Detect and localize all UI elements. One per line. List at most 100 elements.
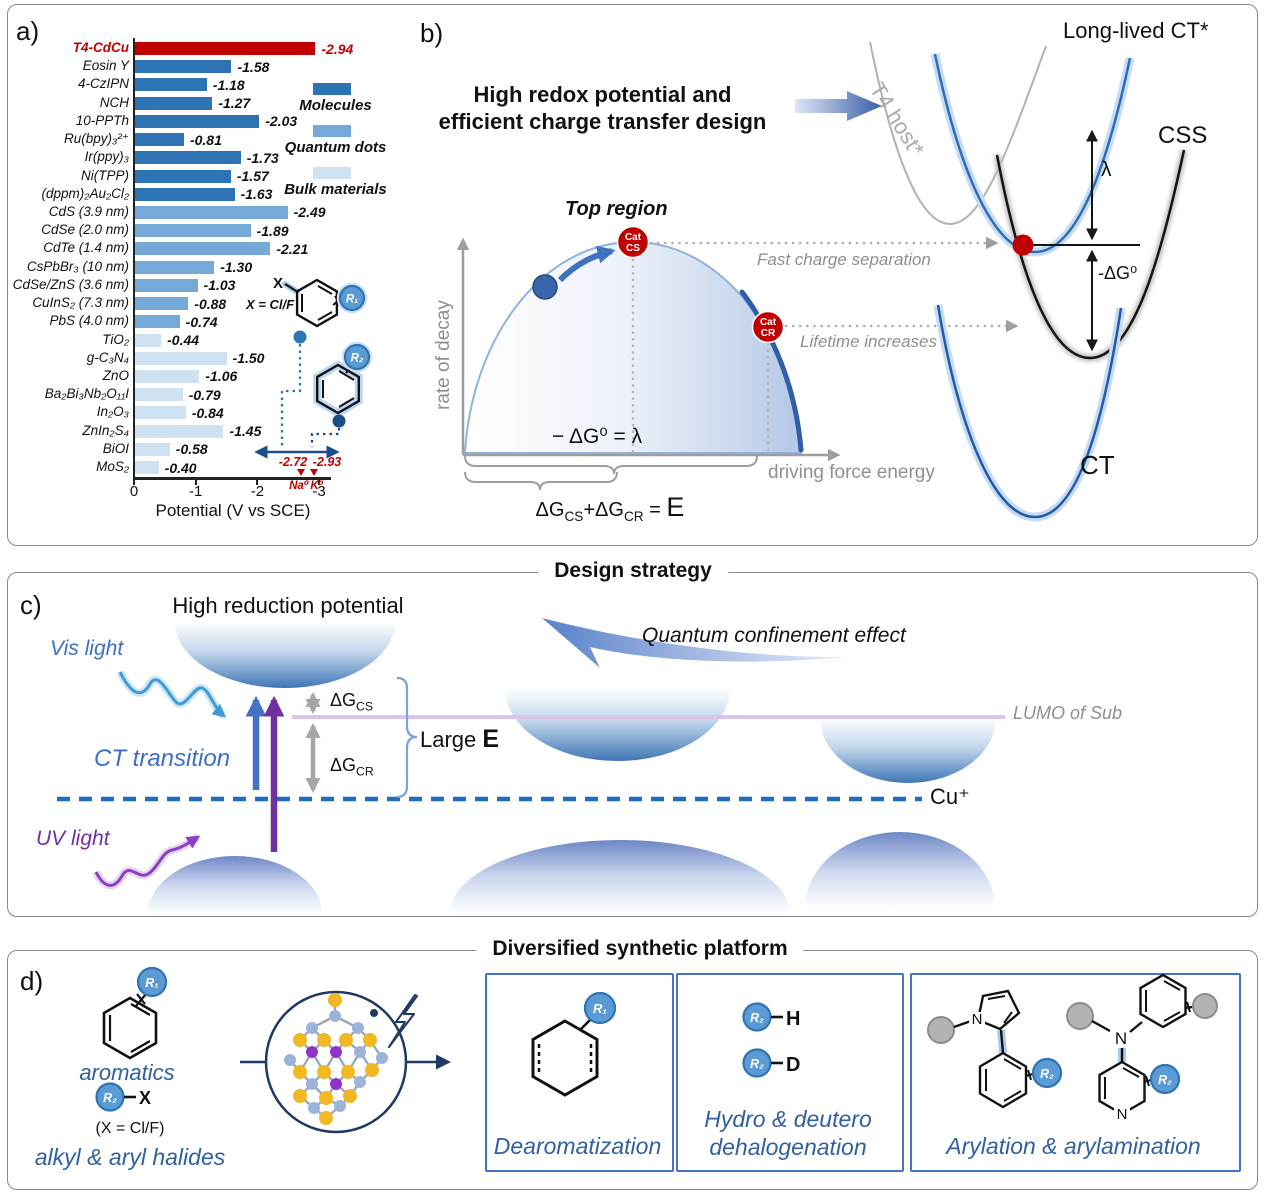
bar-category-label: TiO₂ [102,331,129,347]
bar [135,187,235,201]
high-reduction-potential-label: High reduction potential [172,593,404,618]
large-e-label: Large E [420,725,499,754]
bar-category-label: Eosin Y [82,58,129,74]
panel-d-graphic: R₁ R₂ X [95,966,1218,1134]
bar-category-label: NCH [99,94,129,110]
hydro-product: R₂ H [742,1002,800,1032]
panel-a-label: a) [16,16,40,46]
bar-value-label: -1.30 [220,259,253,276]
x-axis-tick-label: -3 [312,483,326,500]
long-lived-ct-parabola [933,53,1132,254]
lambda-label: λ [1101,158,1112,181]
marcus-equation: − ΔG⁰ = λ [552,425,643,448]
bar-category-label: Ru(bpy)₃²⁺ [64,131,129,147]
bar-category-label: BiOI [102,440,129,456]
energy-eq-sub2: CR [623,509,644,524]
arylation-r2: R₂ [1040,1067,1054,1081]
bar [135,424,224,438]
bar [135,388,183,402]
rate-axis-label: rate of decay [433,300,454,410]
bar [135,315,180,329]
energy-eq-dg2: ΔG [595,499,624,521]
cat-cs-line1: Cat [625,232,642,243]
arylation-product: N R₂ [927,989,1063,1109]
panel-d-label: d) [20,966,44,996]
vis-light-label: Vis light [50,637,124,660]
dehalogenation-label-line1: Hydro & deutero [704,1106,872,1132]
x-axis-tick [194,479,197,485]
bar [135,78,207,92]
x-axis-tick [256,479,259,485]
arylation-label: Arylation & arylamination [946,1133,1201,1159]
cat-cr-badge: Cat CR [751,310,785,344]
ct-parabola [936,304,1123,519]
bar-category-label: CdSe (2.0 nm) [41,222,129,238]
bar-category-label: Ir(ppy)₃ [84,149,129,165]
k-marker-triangle [310,469,318,476]
bar [135,42,316,55]
uv-light-label: UV light [36,827,110,850]
energy-eq-e: E [666,492,685,522]
bar [135,96,213,110]
bar [135,114,260,128]
bar-category-label: 10-PPTh [75,112,129,128]
nanocrystal-cluster [284,993,388,1125]
bar-category-label: MoS₂ [96,459,129,475]
t4-host-parabola [869,41,1047,226]
dearomatization-r1: R₁ [593,1001,607,1016]
bar-category-label: (dppm)₂Au₂Cl₂ [41,185,129,201]
x-equals-label: X = Cl/F [245,297,295,312]
large-e-e: E [482,725,500,753]
arylamination-product: N N R₂ [1066,973,1218,1123]
legend-label-molecules: Molecules [299,97,372,114]
panel-b-graphic: Cat CS Cat CR [456,41,1188,522]
panel-c-label: c) [20,590,42,620]
aryl-halide-molecule: R₁ X X = Cl/F [245,275,368,328]
cat-cs-badge: Cat CS [616,225,650,259]
uv-light-wave-glow [92,833,201,890]
dearomatization-box [485,973,674,1172]
bar [135,133,184,147]
bar [135,406,186,420]
potential-guide-dark [310,414,346,447]
cat-cr-line1: Cat [760,317,777,328]
panel-c-graphic [57,618,1005,890]
bar-value-label: -2.03 [265,113,298,130]
ct-label: CT [1080,450,1115,480]
panel-a-inset-graphic: R₁ X X = Cl/F R₂ -2.72 -2.93 [245,275,373,492]
dg-cs-label: ΔGCS [330,690,373,714]
design-strategy-title: Design strategy [538,558,728,583]
bar-category-label: CdSe/ZnS (3.6 nm) [12,276,129,292]
dg-cr-main: ΔG [330,755,357,775]
x-axis-tick [133,479,135,485]
bar-category-label: CsPbBr₃ (10 nm) [26,258,129,274]
electron-dot [370,1009,378,1017]
pyridine-n: N [1117,1106,1128,1123]
cat-cr-line2: CR [761,328,776,339]
bar [135,297,189,311]
bar-category-label: PbS (4.0 nm) [49,313,129,329]
ct-parabola-glow [933,304,1126,522]
lumo-of-sub-label: LUMO of Sub [1013,703,1123,723]
na-marker-triangle [297,469,305,476]
legend-swatch-quantum-dots [313,125,351,137]
bar-category-label: ZnIn₂S₄ [82,422,129,438]
bar-chart-x-axis-title: Potential (V vs SCE) [155,501,311,520]
bar-value-label: -2.21 [276,240,309,257]
bar [135,278,198,292]
bar-chart-y-axis-line [133,38,135,479]
r1-label: R₁ [346,294,358,306]
bar-value-label: -2.49 [293,204,326,221]
bar [135,60,232,74]
bar-value-label: -1.89 [256,222,289,239]
legend-label-bulk-materials: Bulk materials [284,181,387,198]
bar-value-label: -1.18 [212,76,245,93]
bar-value-label: -1.06 [205,368,238,385]
bar-value-label: -0.44 [167,332,200,349]
bar-value-label: -0.84 [191,404,224,421]
bar [135,224,251,238]
x-substituent: X [273,275,283,292]
x-definition-label: (X = Cl/F) [95,1120,165,1137]
bar-category-label: CuInS₂ (7.3 nm) [32,295,129,311]
legend-swatch-molecules [313,83,351,95]
